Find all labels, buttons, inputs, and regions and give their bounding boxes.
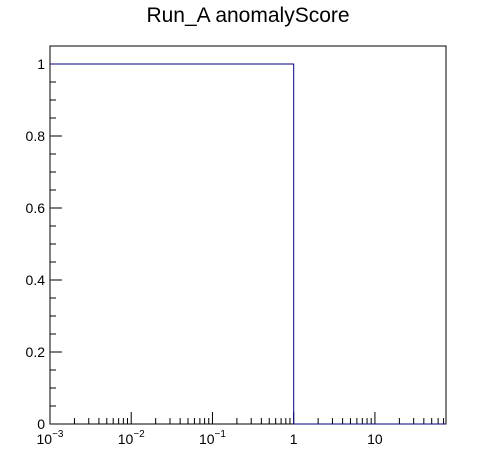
x-tick-label: 10−2 <box>118 429 145 447</box>
series-layer <box>50 63 446 425</box>
y-tick-label: 0.2 <box>26 344 46 360</box>
y-tick-label: 0.6 <box>26 200 46 216</box>
y-tick-label: 0.4 <box>26 272 46 288</box>
x-tick-label: 10−1 <box>199 429 226 447</box>
y-tick-label: 0 <box>37 416 45 432</box>
y-tick-label: 1 <box>37 56 45 72</box>
series-line <box>50 63 446 425</box>
x-tick-label: 10 <box>367 431 383 447</box>
x-axis: 10−3 10−2 10−1 1 10 <box>37 412 445 447</box>
chart-title: Run_A anomalyScore <box>146 4 350 27</box>
x-tick-label: 1 <box>290 431 298 447</box>
y-tick-label: 0.8 <box>26 128 46 144</box>
plot-frame <box>49 45 447 425</box>
x-tick-label: 10−3 <box>37 429 64 447</box>
y-axis: 0 0.2 0.4 0.6 0.8 1 <box>26 45 62 432</box>
